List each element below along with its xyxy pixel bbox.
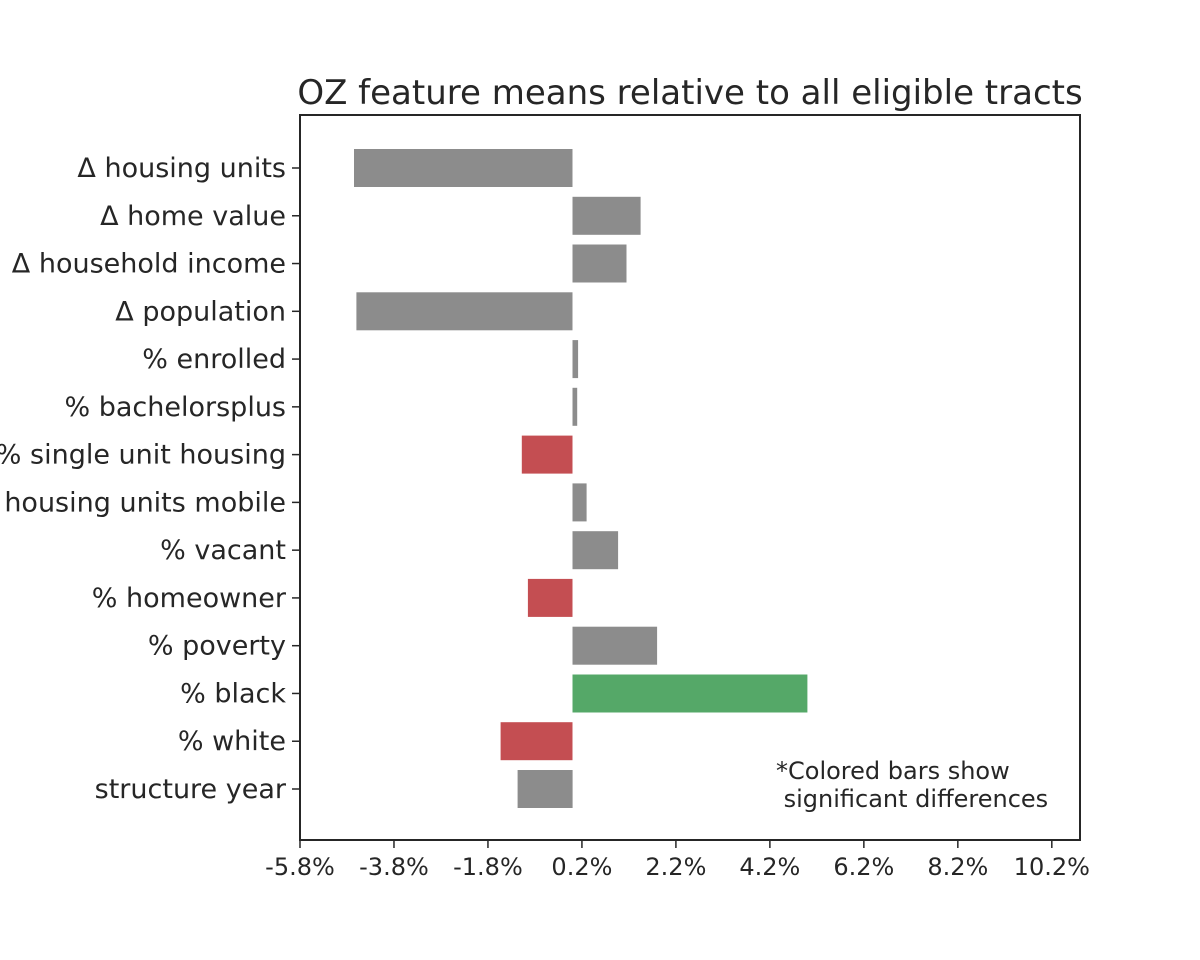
- category-label-8: % vacant: [160, 535, 286, 566]
- category-label-11: % black: [180, 678, 286, 709]
- significance-note-line-2: significant differences: [776, 785, 1048, 813]
- bar-8: [572, 531, 619, 570]
- x-ticks-group: -5.8% -3.8% -1.8% 0.2% 2.2% 4.2% 6.2% 8.2% 10.2%: [265, 840, 1090, 881]
- category-label-5: % bachelorsplus: [65, 392, 287, 423]
- bar-10: [572, 626, 658, 665]
- bar-6: [521, 435, 573, 474]
- x-tick-label-4: 2.2%: [645, 853, 706, 881]
- bar-4: [572, 340, 579, 379]
- bar-2: [572, 244, 627, 283]
- category-label-4: % enrolled: [142, 344, 286, 375]
- chart-title: OZ feature means relative to all eligibl…: [297, 73, 1082, 113]
- bar-12: [500, 722, 573, 761]
- plot-frame: [299, 114, 1081, 841]
- x-tick-label-5: 4.2%: [739, 853, 800, 881]
- category-label-10: % poverty: [148, 631, 286, 662]
- bar-13: [517, 770, 573, 808]
- x-tick-label-1: -3.8%: [359, 853, 429, 881]
- category-label-7: housing units mobile: [4, 487, 286, 518]
- x-tick-label-0: -5.8%: [265, 853, 335, 881]
- bar-0: [354, 149, 573, 187]
- category-label-2: Δ household income: [12, 249, 286, 280]
- significance-note: *Colored bars show significant differenc…: [776, 757, 1048, 813]
- bar-3: [356, 292, 573, 331]
- x-tick-label-2: -1.8%: [453, 853, 523, 881]
- bar-5: [572, 387, 578, 426]
- category-label-9: % homeowner: [92, 583, 287, 614]
- category-label-3: Δ population: [115, 296, 286, 327]
- category-label-13: structure year: [95, 774, 287, 805]
- bar-9: [527, 578, 573, 617]
- category-label-6: % single unit housing: [0, 440, 286, 471]
- bar-7: [572, 483, 587, 522]
- category-labels-group: Δ housing units Δ home value Δ household i…: [0, 153, 300, 805]
- x-tick-label-7: 8.2%: [927, 853, 988, 881]
- category-label-0: Δ housing units: [77, 153, 286, 184]
- bar-11: [572, 674, 808, 713]
- x-tick-label-6: 6.2%: [833, 853, 894, 881]
- bars-group: [354, 149, 808, 808]
- significance-note-line-1: *Colored bars show: [776, 757, 1010, 785]
- x-tick-label-8: 10.2%: [1014, 853, 1090, 881]
- category-label-1: Δ home value: [100, 201, 286, 232]
- bar-1: [572, 196, 641, 235]
- category-label-12: % white: [178, 726, 286, 757]
- x-tick-label-3: 0.2%: [551, 853, 612, 881]
